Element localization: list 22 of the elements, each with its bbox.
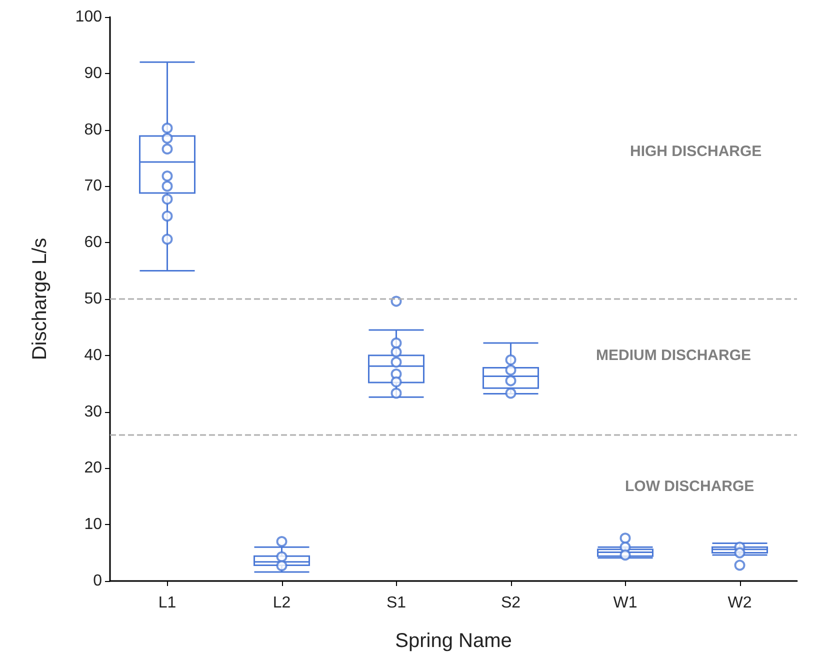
annotation: HIGH DISCHARGE — [630, 143, 762, 160]
x-tick-label: S1 — [386, 594, 406, 612]
y-tick-label: 90 — [84, 64, 102, 82]
annotation: LOW DISCHARGE — [625, 478, 754, 495]
x-axis-title: Spring Name — [395, 630, 512, 652]
y-tick-label: 70 — [84, 178, 102, 195]
x-tick-label: L2 — [272, 594, 291, 612]
annotation: MEDIUM DISCHARGE — [596, 347, 752, 364]
x-tick-label: L1 — [158, 594, 176, 612]
y-tick-label: 80 — [84, 121, 102, 138]
y-tick-label: 20 — [84, 460, 102, 477]
y-tick-label: 0 — [93, 572, 102, 590]
x-tick-label: W1 — [613, 594, 638, 612]
y-tick-label: 50 — [84, 290, 102, 308]
y-tick-label: 60 — [84, 234, 102, 252]
y-tick-label: 40 — [84, 346, 102, 364]
x-tick-label: S2 — [500, 594, 521, 612]
y-tick-label: 100 — [75, 8, 102, 26]
y-tick-label: 10 — [84, 516, 102, 534]
x-tick-label: W2 — [728, 594, 752, 612]
y-axis-title: Discharge L/s — [29, 238, 51, 360]
y-tick-label: 30 — [84, 403, 102, 420]
